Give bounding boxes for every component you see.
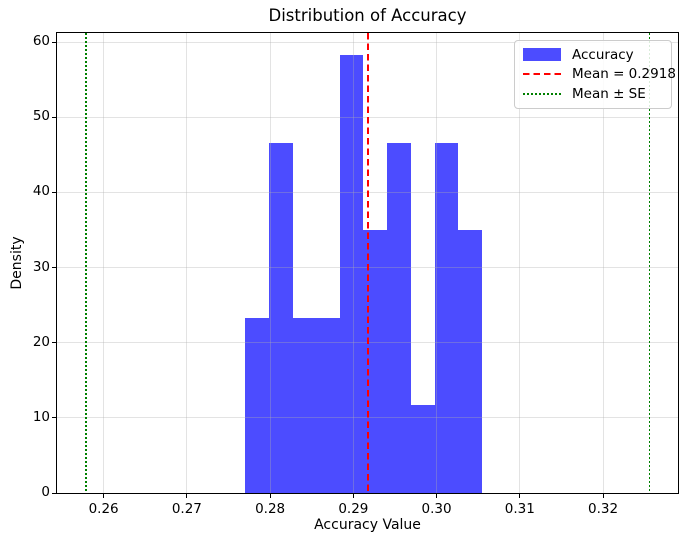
legend-label: Accuracy xyxy=(572,46,634,63)
histogram-bar xyxy=(292,317,316,493)
legend-patch-swatch xyxy=(523,48,561,62)
x-tick-mark xyxy=(602,494,604,498)
histogram-bar xyxy=(315,317,341,493)
histogram-bar xyxy=(410,405,435,493)
x-tick-mark xyxy=(186,494,188,498)
x-axis-label: Accuracy Value xyxy=(314,517,421,533)
legend-label: Mean = 0.2918 xyxy=(572,66,676,83)
x-tick-label: 0.32 xyxy=(588,501,619,517)
legend-item: Mean ± SE xyxy=(523,86,663,102)
x-tick-mark xyxy=(103,494,105,498)
x-tick-mark xyxy=(436,494,438,498)
histogram-bar xyxy=(458,229,483,493)
y-tick-label: 10 xyxy=(32,408,50,425)
legend-item: Mean = 0.2918 xyxy=(523,66,676,82)
legend-dotted-line-swatch xyxy=(523,93,561,95)
x-tick-label: 0.26 xyxy=(88,501,119,517)
y-tick-mark xyxy=(52,267,56,268)
y-tick-mark xyxy=(52,116,56,118)
histogram-bar xyxy=(245,317,270,493)
x-tick-mark xyxy=(352,494,354,498)
chart-title: Distribution of Accuracy xyxy=(268,6,467,25)
y-tick-label: 30 xyxy=(32,258,50,275)
histogram-bar xyxy=(434,142,459,493)
x-tick-label: 0.29 xyxy=(338,501,369,517)
y-tick-mark xyxy=(52,342,56,344)
y-tick-mark xyxy=(52,417,56,419)
y-tick-label: 20 xyxy=(32,333,50,350)
y-tick-mark xyxy=(52,41,56,43)
histogram-bar xyxy=(340,54,364,493)
legend-dashed-line-swatch xyxy=(523,73,561,76)
y-tick-label: 0 xyxy=(41,484,50,500)
histogram-bar xyxy=(363,229,388,493)
legend-item: Accuracy xyxy=(523,47,663,63)
x-tick-label: 0.31 xyxy=(504,501,535,517)
y-tick-label: 50 xyxy=(32,108,50,125)
x-tick-label: 0.30 xyxy=(421,501,452,517)
legend: Accuracy Mean = 0.2918 Mean ± SE xyxy=(514,40,676,109)
y-tick-label: 40 xyxy=(32,183,50,200)
x-tick-mark xyxy=(269,494,271,498)
y-tick-label: 60 xyxy=(32,33,50,50)
histogram-bar xyxy=(269,142,293,493)
x-tick-label: 0.27 xyxy=(171,501,202,517)
x-tick-mark xyxy=(519,494,521,498)
x-tick-label: 0.28 xyxy=(255,501,286,517)
histogram-bar xyxy=(387,142,411,493)
legend-label: Mean ± SE xyxy=(572,86,646,103)
y-tick-mark xyxy=(52,191,56,193)
y-tick-mark xyxy=(52,492,56,494)
